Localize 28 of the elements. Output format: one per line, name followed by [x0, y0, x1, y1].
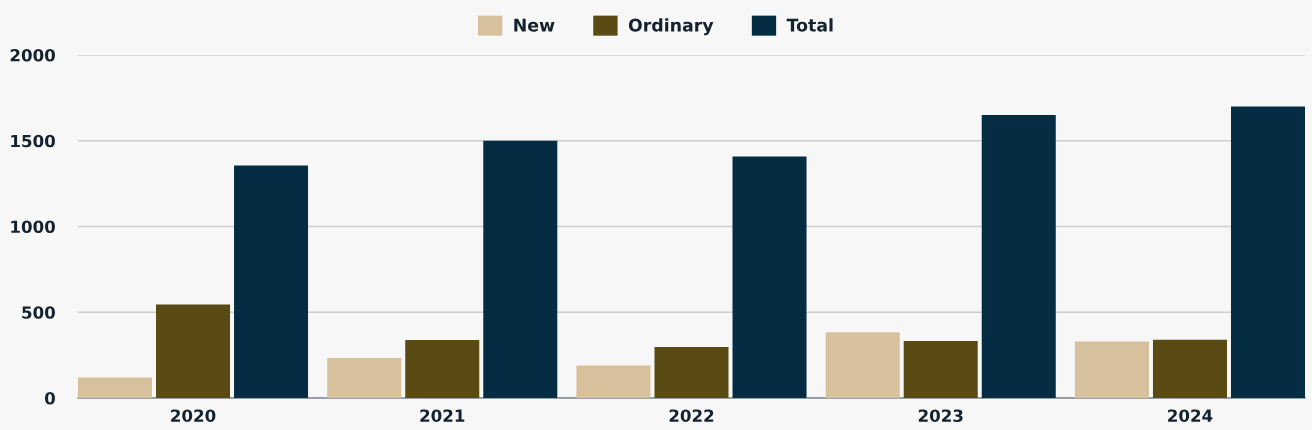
bar [1152, 339, 1227, 398]
bar [156, 304, 231, 398]
bar [654, 347, 729, 398]
bar [903, 341, 978, 398]
x-tick-label: 2022 [669, 409, 714, 423]
bar [78, 377, 153, 398]
x-tick-label: 2023 [918, 409, 963, 423]
bar [576, 365, 651, 398]
bar [234, 165, 309, 398]
x-tick-label: 2021 [420, 409, 465, 423]
legend-label: Total [786, 18, 833, 32]
bar [981, 115, 1056, 398]
y-tick-label: 0 [44, 391, 55, 405]
bar [825, 332, 900, 398]
bar [1074, 341, 1149, 398]
bar [327, 358, 402, 398]
y-tick-label: 500 [22, 306, 55, 319]
bar [1230, 106, 1305, 398]
bar [405, 340, 480, 398]
x-tick-label: 2024 [1168, 409, 1213, 423]
y-tick-label: 1000 [11, 220, 55, 234]
x-tick-label: 2020 [171, 409, 216, 423]
bar [732, 156, 807, 398]
legend-label: Ordinary [628, 18, 714, 36]
legend-label: New [514, 18, 555, 32]
y-tick-label: 1500 [11, 134, 55, 148]
bar [483, 140, 558, 398]
y-tick-label: 2000 [10, 48, 55, 62]
